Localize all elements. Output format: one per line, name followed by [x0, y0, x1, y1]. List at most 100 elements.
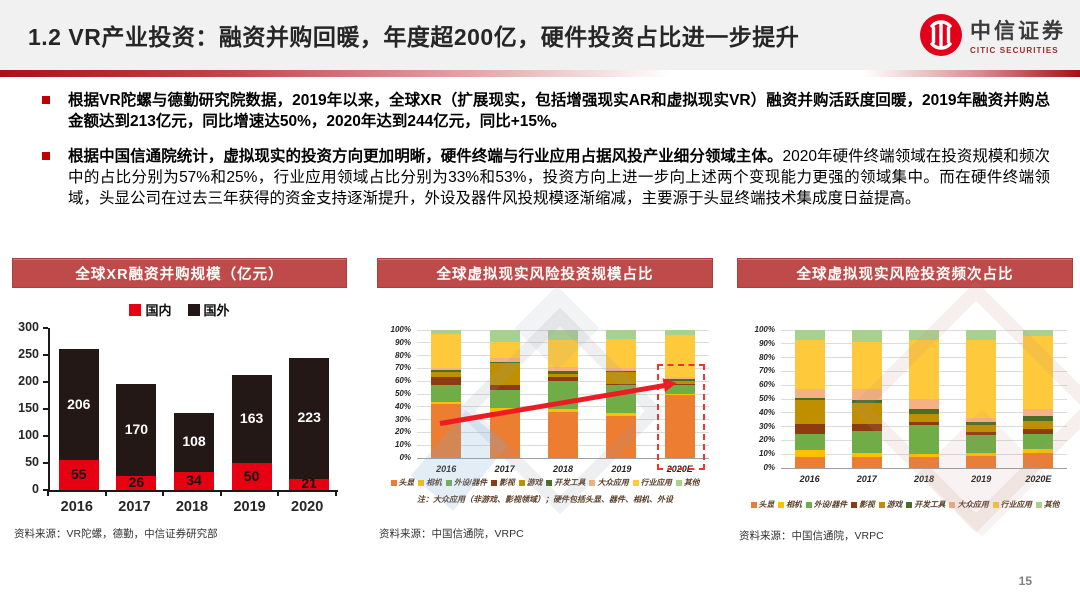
y-tick-label: 60% [394, 376, 411, 386]
bullet-1-bold: 根据VR陀螺与德勤研究院数据，2019年以来，全球XR（扩展现实，包括增强现实A… [68, 92, 1050, 130]
x-tick-label: 2020 [291, 499, 324, 515]
y-tick-label: 10% [394, 440, 411, 450]
bar-segment [548, 411, 578, 458]
bar-segment: 170 [116, 384, 157, 476]
bar-segment [909, 339, 939, 399]
legend-item: 行业应用 [632, 477, 672, 488]
bar-segment [909, 425, 939, 455]
bar-segment [851, 342, 882, 390]
legend-item: 国内 [129, 300, 172, 319]
bar-segment [851, 452, 882, 457]
bar-segment [606, 368, 637, 371]
bar-segment [548, 367, 578, 371]
bar-segment [794, 450, 825, 457]
bar-segment [1023, 330, 1054, 336]
x-tick-mark [219, 490, 222, 496]
legend-swatch [878, 501, 885, 508]
x-tick-mark [104, 490, 107, 496]
bar-segment [851, 403, 882, 424]
y-tick-mark [43, 381, 48, 383]
legend-item: 其他 [1035, 499, 1059, 510]
logo-cn: 中信证券 [970, 19, 1066, 43]
bar-segment [489, 362, 520, 364]
chart-legend: 头显 相机 外设/器件 影视 游戏 开发工具 大众应用 行业应用 其他 [377, 477, 713, 488]
chart3-title-banner: 全球虚拟现实风险投资频次占比 [737, 258, 1073, 288]
y-tick-mark [43, 435, 48, 437]
gridline [417, 457, 709, 459]
bar-segment [1023, 408, 1054, 416]
bar-segment [794, 397, 825, 401]
legend-label: 大众应用 [957, 500, 989, 509]
y-tick-label: 0 [32, 482, 39, 496]
legend-item: 影视 [491, 477, 515, 488]
chart2-source: 资料来源：中国信通院，VRPC [379, 528, 524, 540]
chart-panel-xr-scale: 全球XR融资并购规模（亿元） 资料来源：VR陀螺，德勤，中信证券研究部 国内 国外… [12, 258, 347, 588]
y-tick-mark [43, 327, 48, 329]
legend-swatch [851, 501, 858, 508]
bar-segment [794, 400, 825, 424]
bar-segment [1023, 429, 1054, 434]
plot-area: 55 206 26 170 34 108 50 163 21 223 [48, 328, 338, 492]
value-label: 170 [124, 421, 149, 438]
legend-label: 行业应用 [640, 478, 672, 487]
y-tick-label: 90% [394, 337, 411, 347]
bar-segment [909, 408, 939, 415]
chart2-title: 全球虚拟现实风险投资规模占比 [436, 266, 654, 283]
y-tick-label: 10% [758, 449, 775, 459]
bar-segment [1023, 421, 1054, 430]
y-tick-label: 300 [18, 320, 39, 334]
y-tick-label: 20% [758, 435, 775, 445]
bullet-2-bold: 根据中国信通院统计，虚拟现实的投资方向更加明晰，硬件终端与行业应用占据风投产业细… [68, 148, 783, 165]
bar-segment [851, 389, 882, 401]
bar-segment [794, 433, 825, 451]
legend-swatch [632, 479, 639, 486]
x-tick-label: 2018 [913, 474, 934, 484]
bar-segment: 163 [231, 374, 272, 463]
chart-panel-vc-frequency-share: 全球虚拟现实风险投资频次占比 资料来源：中国信通院，VRPC 0% 10% 20% 3… [737, 258, 1080, 588]
x-tick-mark [335, 490, 337, 496]
y-tick-label: 250 [18, 347, 39, 361]
bar-segment [966, 425, 997, 433]
bar-segment [966, 330, 997, 340]
value-label: 50 [243, 467, 260, 484]
legend-swatch [805, 501, 812, 508]
value-label: 21 [301, 475, 317, 492]
bar-segment [794, 339, 825, 390]
bar-segment [431, 368, 462, 370]
bar-segment [1023, 448, 1054, 453]
bar-segment: 223 [289, 358, 330, 479]
legend-swatch [778, 501, 785, 508]
y-tick-label: 30% [394, 414, 411, 424]
legend-label: 国外 [203, 303, 230, 318]
chart-legend: 头显 相机 外设/器件 影视 游戏 开发工具 大众应用 行业应用 其他 [737, 499, 1073, 510]
legend-label: 游戏 [526, 478, 543, 487]
legend-swatch [129, 303, 142, 316]
x-tick-label: 2020E [1025, 474, 1052, 484]
bar-segment [794, 456, 825, 468]
bar-segment [851, 456, 882, 468]
bar-segment [606, 330, 637, 339]
legend-swatch [187, 303, 200, 316]
legend-label: 开发工具 [554, 478, 586, 487]
bar-segment [606, 415, 637, 458]
bar-segment [548, 330, 578, 341]
chart3-source: 资料来源：中国信通院，VRPC [739, 530, 884, 542]
y-tick-label: 40% [394, 401, 411, 411]
x-tick-label: 2016 [436, 464, 457, 474]
legend-label: 相机 [426, 478, 442, 487]
bar-segment [1023, 415, 1054, 422]
legend-label: 外设/器件 [813, 500, 848, 509]
bar-segment [909, 456, 939, 468]
value-label: 206 [67, 395, 91, 412]
bar-segment [794, 389, 825, 398]
bar-segment [966, 339, 997, 419]
y-tick-label: 80% [758, 352, 775, 362]
bar-segment [431, 369, 462, 373]
bullet-list: 根据VR陀螺与德勤研究院数据，2019年以来，全球XR（扩展现实，包括增强现实A… [40, 90, 1050, 223]
y-tick-label: 150 [18, 401, 39, 415]
bar-segment [909, 422, 939, 426]
legend-label: 行业应用 [1000, 500, 1032, 509]
legend-swatch [1035, 501, 1042, 508]
y-tick-label: 80% [394, 350, 411, 360]
bar-segment [966, 434, 997, 453]
